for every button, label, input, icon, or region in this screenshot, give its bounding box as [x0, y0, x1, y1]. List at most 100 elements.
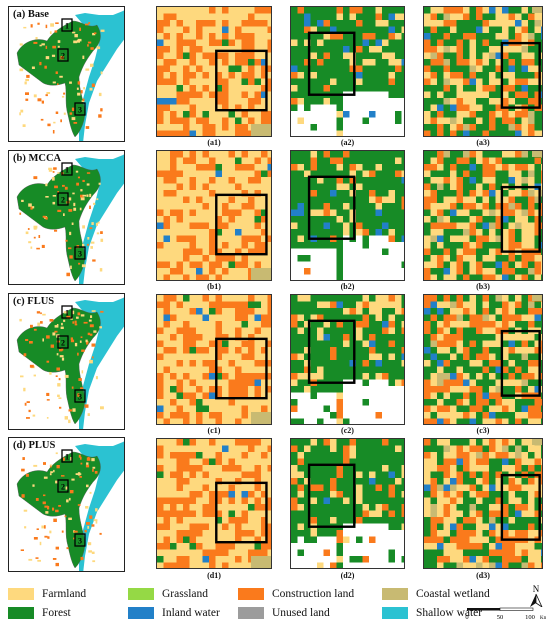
land-use-raster — [424, 439, 548, 570]
zoom-panel-a3 — [423, 6, 548, 138]
study-area-map: 1 2 3 — [16, 154, 124, 284]
focus-area-frame — [500, 473, 541, 541]
panel-caption: (b1) — [207, 282, 221, 291]
legend-swatch — [382, 588, 408, 600]
panel-caption: (c2) — [341, 426, 354, 435]
zoom-region-box — [57, 335, 69, 349]
zoom-region-box — [74, 246, 86, 260]
overview-map-plus: 1 2 3 (d) PLUS — [8, 437, 125, 572]
legend-swatch — [128, 607, 154, 619]
zoom-panel-c2 — [290, 294, 409, 426]
panel-caption: (a2) — [340, 138, 355, 147]
focus-area-frame — [500, 41, 541, 109]
focus-area-frame — [215, 337, 268, 400]
legend-item-coastal-wetland: Coastal wetland — [382, 586, 490, 602]
focus-area-frame — [215, 481, 268, 544]
land-use-raster — [424, 151, 548, 282]
zoom-panel-a2 — [290, 6, 409, 138]
zoom-region-box — [74, 102, 86, 116]
zoom-panel-c3 — [423, 294, 548, 426]
zoom-region-box — [61, 305, 73, 319]
legend-label: Inland water — [162, 607, 220, 619]
zoom-panel-d1 — [156, 438, 275, 570]
focus-area-frame — [215, 49, 268, 112]
land-use-raster — [157, 7, 275, 138]
panel-caption: (d3) — [476, 571, 490, 580]
legend-label: Shallow water — [416, 607, 483, 619]
legend-item-construction-land: Construction land — [238, 586, 354, 602]
focus-area-frame — [500, 329, 541, 397]
zoom-panel-c1 — [156, 294, 275, 426]
legend-swatch — [8, 588, 34, 600]
overview-label: (a) Base — [13, 9, 49, 20]
focus-area-frame — [307, 463, 356, 528]
zoom-region-number: 1 — [65, 22, 69, 31]
zoom-region-box — [74, 533, 86, 547]
zoom-region-number: 3 — [78, 537, 82, 546]
legend-item-unused-land: Unused land — [238, 605, 330, 621]
zoom-region-number: 1 — [65, 166, 69, 175]
panel-caption: (a1) — [207, 138, 221, 147]
legend-label: Grassland — [162, 588, 208, 600]
zoom-panel-b3 — [423, 150, 548, 282]
map-legend: Farmland Grassland Construction land Coa… — [0, 583, 550, 627]
legend-swatch — [238, 588, 264, 600]
panel-caption: (d1) — [207, 571, 221, 580]
zoom-region-box — [61, 18, 73, 32]
legend-label: Construction land — [272, 588, 355, 600]
zoom-panel-d2 — [290, 438, 409, 570]
north-label: N — [533, 584, 540, 594]
study-area-map: 1 2 3 — [16, 441, 124, 571]
land-use-raster — [291, 7, 409, 138]
zoom-region-number: 2 — [61, 483, 65, 492]
zoom-region-number: 3 — [78, 393, 82, 402]
study-area-map: 1 2 3 — [16, 297, 124, 429]
focus-area-frame — [307, 31, 356, 96]
scale-unit: Km — [540, 616, 546, 621]
scale-tick-label: 100 — [525, 614, 535, 621]
north-arrow-icon: N — [530, 584, 543, 607]
scale-tick-label: 50 — [497, 614, 504, 621]
focus-area-frame — [307, 175, 356, 240]
legend-swatch — [128, 588, 154, 600]
overview-label: (c) FLUS — [13, 296, 55, 307]
legend-item-shallow-water: Shallow water — [382, 605, 482, 621]
legend-item-forest: Forest — [8, 605, 71, 621]
zoom-region-number: 3 — [78, 250, 82, 259]
panel-caption: (c1) — [207, 426, 221, 435]
study-area-map: 1 2 3 — [16, 10, 124, 141]
legend-swatch — [8, 607, 34, 619]
zoom-region-box — [57, 479, 69, 493]
zoom-panel-d3 — [423, 438, 548, 570]
legend-label: Farmland — [42, 588, 87, 600]
zoom-region-number: 2 — [61, 52, 65, 61]
land-use-raster — [157, 439, 275, 570]
legend-item-inland-water: Inland water — [128, 605, 220, 621]
land-use-raster — [291, 439, 409, 570]
zoom-panel-b1 — [156, 150, 275, 282]
overview-map-base: 1 2 3 (a) Base — [8, 6, 125, 142]
focus-area-frame — [215, 193, 268, 256]
overview-label: (b) MCCA — [13, 153, 62, 164]
zoom-panel-a1 — [156, 6, 275, 138]
zoom-region-number: 2 — [61, 339, 65, 348]
land-use-raster — [157, 151, 275, 282]
zoom-region-box — [61, 449, 73, 463]
panel-caption: (b3) — [476, 282, 490, 291]
scale-bar: 0 50 100 Km — [465, 607, 546, 621]
focus-area-frame — [307, 319, 356, 384]
land-use-raster — [291, 295, 409, 426]
overview-label: (d) PLUS — [13, 440, 56, 451]
zoom-region-box — [74, 389, 86, 403]
land-use-raster — [291, 151, 409, 282]
zoom-region-number: 3 — [78, 106, 82, 115]
legend-item-grassland: Grassland — [128, 586, 208, 602]
zoom-region-number: 2 — [61, 196, 65, 205]
overview-map-mcca: 1 2 3 (b) MCCA — [8, 150, 125, 285]
land-use-raster — [157, 295, 275, 426]
land-use-raster — [424, 295, 548, 426]
zoom-region-number: 1 — [65, 453, 69, 462]
legend-label: Unused land — [272, 607, 330, 619]
zoom-region-number: 1 — [65, 309, 69, 318]
legend-swatch — [238, 607, 264, 619]
